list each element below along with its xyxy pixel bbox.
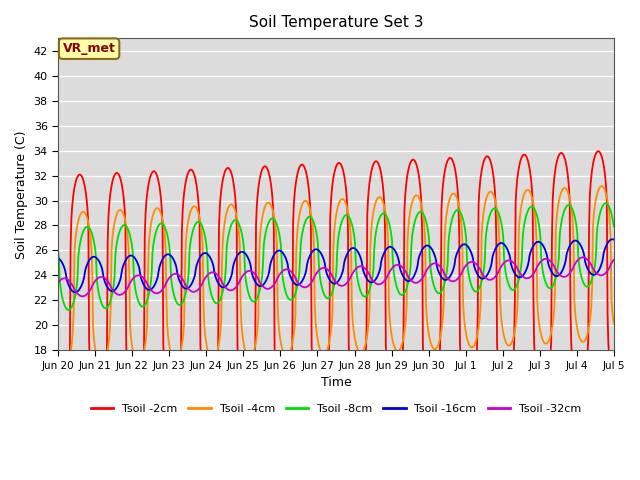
Tsoil -4cm	[404, 226, 412, 231]
Tsoil -2cm	[420, 367, 428, 372]
Tsoil -8cm	[122, 223, 130, 229]
Tsoil -8cm	[420, 214, 428, 219]
Text: VR_met: VR_met	[63, 42, 116, 55]
Tsoil -8cm	[65, 307, 73, 313]
Tsoil -4cm	[420, 225, 428, 230]
Tsoil -2cm	[58, 410, 65, 416]
Tsoil -32cm	[404, 274, 412, 280]
Tsoil -16cm	[420, 244, 428, 250]
Tsoil -2cm	[404, 168, 412, 173]
Tsoil -8cm	[404, 279, 412, 285]
Tsoil -32cm	[54, 279, 62, 285]
Tsoil -16cm	[610, 237, 618, 242]
Tsoil -4cm	[54, 348, 62, 354]
Tsoil -8cm	[54, 249, 62, 254]
Tsoil -8cm	[179, 300, 186, 305]
Tsoil -2cm	[122, 340, 130, 346]
Line: Tsoil -2cm: Tsoil -2cm	[58, 151, 614, 413]
Tsoil -16cm	[122, 256, 130, 262]
Line: Tsoil -4cm: Tsoil -4cm	[58, 186, 614, 368]
Tsoil -2cm	[610, 381, 618, 387]
Tsoil -32cm	[579, 254, 587, 260]
Tsoil -4cm	[61, 365, 68, 371]
Tsoil -16cm	[54, 255, 62, 261]
X-axis label: Time: Time	[321, 376, 351, 389]
Tsoil -2cm	[208, 400, 216, 406]
Tsoil -32cm	[420, 272, 428, 278]
Tsoil -8cm	[65, 307, 72, 313]
Tsoil -32cm	[179, 276, 186, 282]
Tsoil -4cm	[65, 357, 73, 362]
Tsoil -32cm	[208, 269, 216, 275]
Tsoil -4cm	[610, 321, 618, 326]
Tsoil -32cm	[610, 257, 618, 263]
Tsoil -8cm	[602, 201, 610, 206]
Tsoil -4cm	[122, 223, 130, 228]
Y-axis label: Soil Temperature (C): Soil Temperature (C)	[15, 130, 28, 259]
Tsoil -16cm	[208, 259, 216, 264]
Tsoil -2cm	[595, 148, 602, 154]
Tsoil -2cm	[179, 208, 186, 214]
Tsoil -4cm	[179, 337, 186, 343]
Tsoil -32cm	[65, 277, 72, 283]
Tsoil -2cm	[54, 406, 62, 412]
Tsoil -16cm	[179, 284, 186, 289]
Tsoil -32cm	[78, 293, 86, 299]
Line: Tsoil -8cm: Tsoil -8cm	[58, 204, 614, 310]
Tsoil -8cm	[610, 224, 618, 229]
Tsoil -8cm	[208, 294, 216, 300]
Tsoil -32cm	[122, 287, 130, 293]
Line: Tsoil -16cm: Tsoil -16cm	[58, 240, 614, 292]
Title: Soil Temperature Set 3: Soil Temperature Set 3	[249, 15, 423, 30]
Tsoil -2cm	[65, 373, 73, 379]
Tsoil -16cm	[72, 289, 79, 295]
Tsoil -4cm	[208, 357, 216, 363]
Tsoil -16cm	[65, 281, 72, 287]
Tsoil -4cm	[598, 183, 605, 189]
Tsoil -16cm	[609, 237, 616, 242]
Tsoil -16cm	[404, 278, 412, 284]
Legend: Tsoil -2cm, Tsoil -4cm, Tsoil -8cm, Tsoil -16cm, Tsoil -32cm: Tsoil -2cm, Tsoil -4cm, Tsoil -8cm, Tsoi…	[86, 400, 586, 419]
Line: Tsoil -32cm: Tsoil -32cm	[58, 257, 614, 296]
